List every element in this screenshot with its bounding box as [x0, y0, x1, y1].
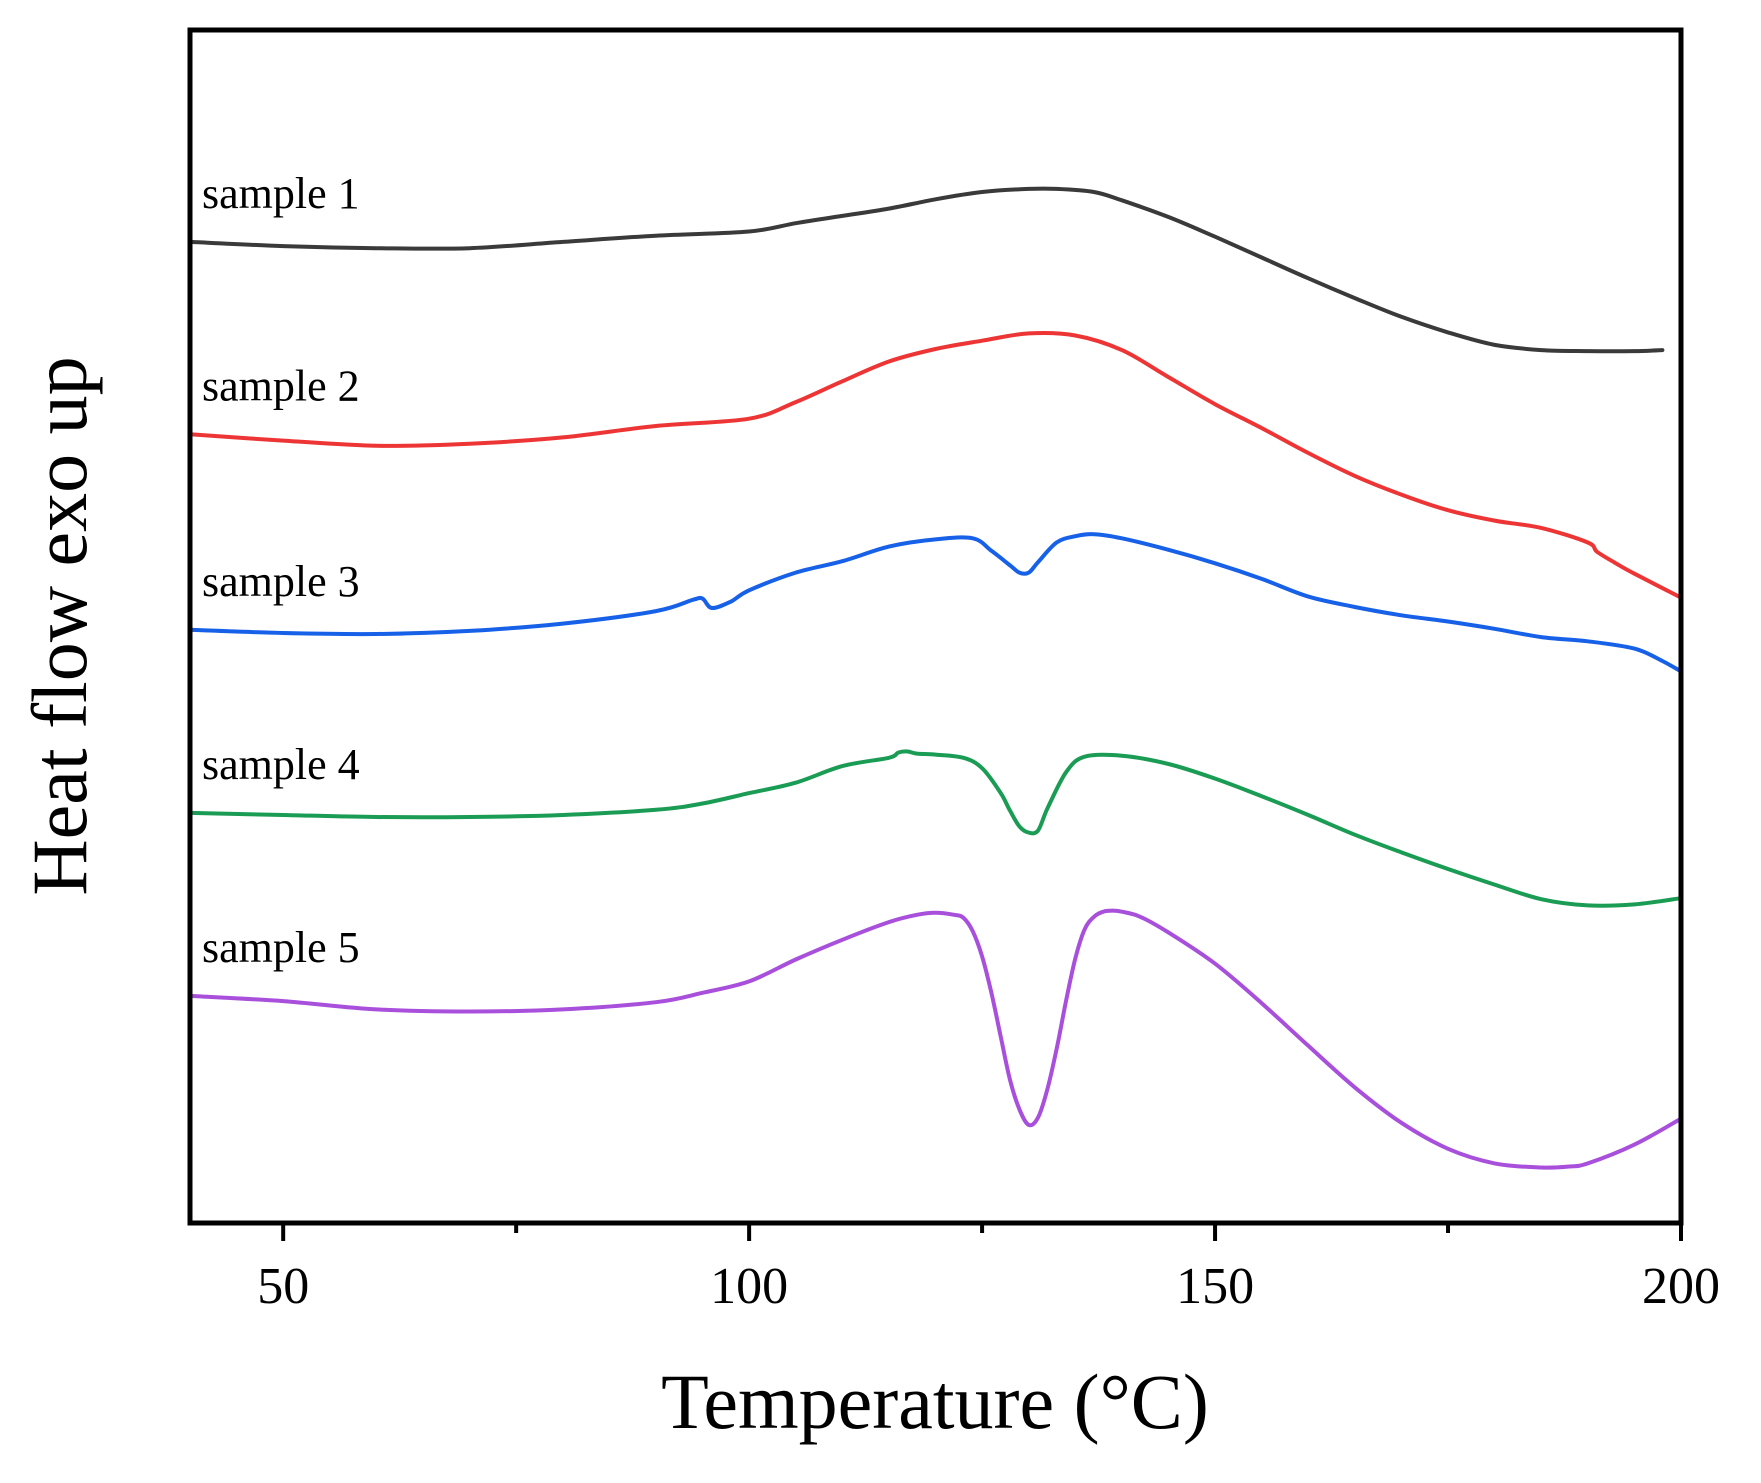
series-label-4: sample 4 [202, 740, 360, 789]
x-tick-label: 200 [1642, 1258, 1720, 1315]
series-line-2 [188, 330, 1683, 600]
series-label-1: sample 1 [202, 169, 360, 218]
plot-frame [187, 27, 1684, 1226]
series-label-5: sample 5 [202, 923, 360, 972]
series-line-5 [188, 908, 1683, 1170]
axis-layer [187, 27, 1684, 1226]
series-label-2: sample 2 [202, 361, 360, 410]
series-label-layer: sample 1 sample 2 sample 3 sample 4 sample 5 [202, 169, 360, 972]
y-axis-title: Heat flow exo up [16, 356, 103, 895]
x-tick-label: 150 [1176, 1258, 1254, 1315]
x-tick-label: 100 [710, 1258, 788, 1315]
series-line-3 [188, 532, 1683, 674]
series-line-4 [188, 749, 1683, 908]
tick-layer: 50 100 150 200 [257, 1223, 1720, 1315]
series-label-3: sample 3 [202, 557, 360, 606]
series-layer [188, 186, 1683, 1170]
x-axis-title: Temperature (°C) [661, 1358, 1209, 1445]
x-tick-label: 50 [257, 1258, 309, 1315]
series-line-1 [188, 186, 1665, 354]
